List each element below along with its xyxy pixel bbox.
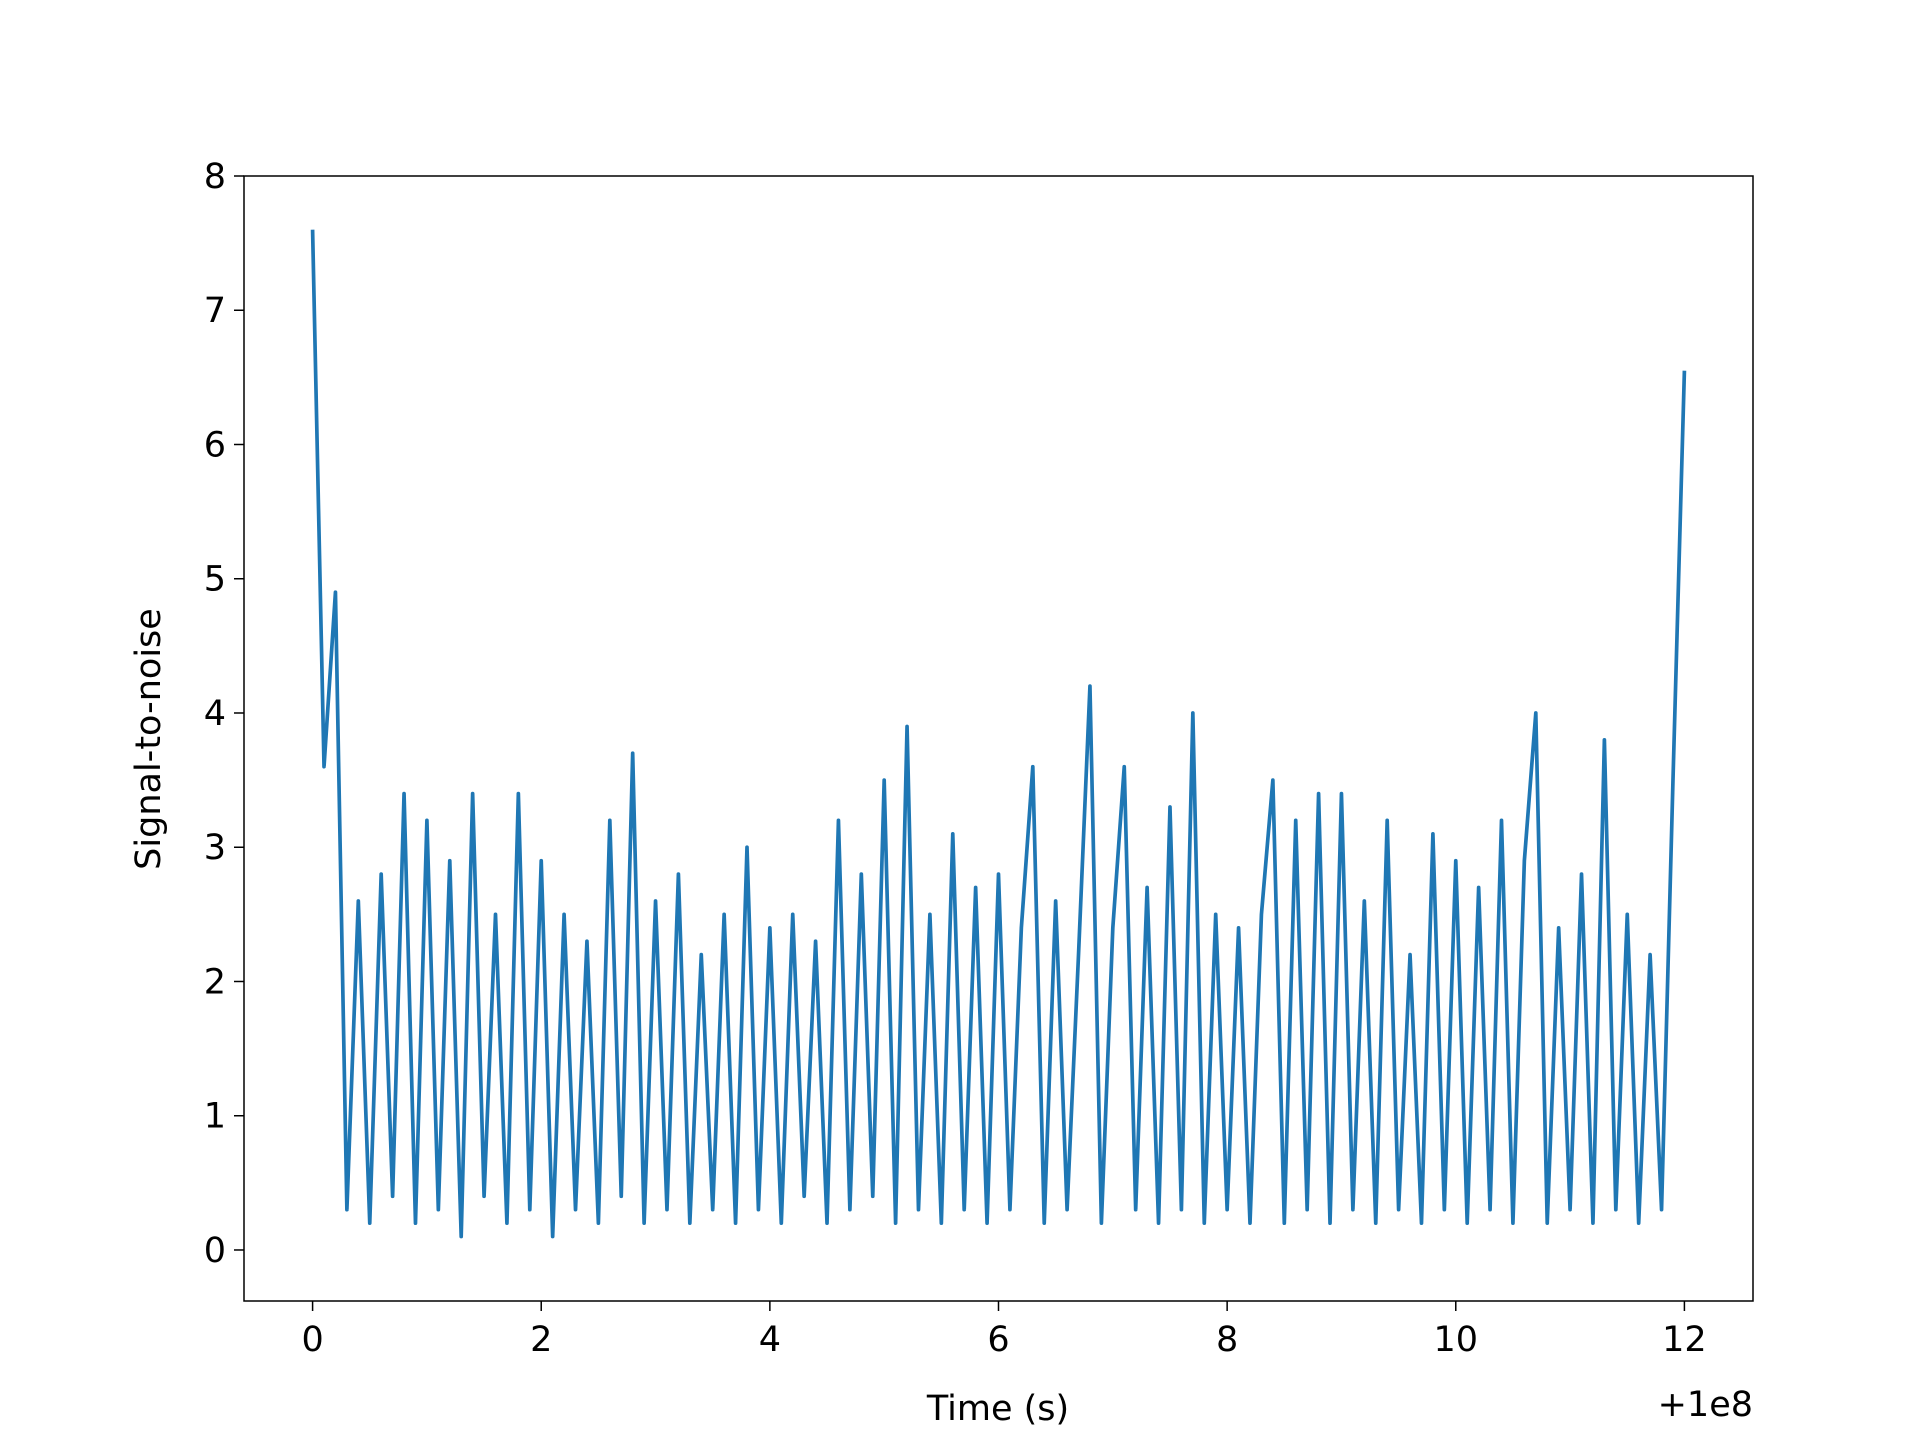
y-tick-label: 1 <box>204 1097 226 1137</box>
x-tick-label: 8 <box>1216 1320 1238 1360</box>
y-tick-label: 2 <box>204 962 226 1002</box>
y-tick-label: 8 <box>204 157 226 197</box>
y-axis-label: Signal-to-noise <box>129 608 169 870</box>
x-tick-label: 4 <box>759 1320 781 1360</box>
y-tick-label: 3 <box>204 828 226 868</box>
y-tick-label: 7 <box>204 291 226 331</box>
y-tick-label: 4 <box>204 694 226 734</box>
data-line <box>310 229 1687 1239</box>
x-tick-label: 0 <box>301 1320 323 1360</box>
x-tick-label: 2 <box>530 1320 552 1360</box>
x-tick-label: 12 <box>1662 1320 1707 1360</box>
y-tick-label: 5 <box>204 560 226 600</box>
y-tick-label: 6 <box>204 425 226 465</box>
plot-frame <box>243 175 1754 1302</box>
x-offset-label: +1e8 <box>1658 1385 1753 1425</box>
y-tick-label: 0 <box>204 1231 226 1271</box>
x-tick-label: 10 <box>1433 1320 1478 1360</box>
x-tick-label: 6 <box>987 1320 1009 1360</box>
x-axis-label: Time (s) <box>926 1389 1069 1429</box>
